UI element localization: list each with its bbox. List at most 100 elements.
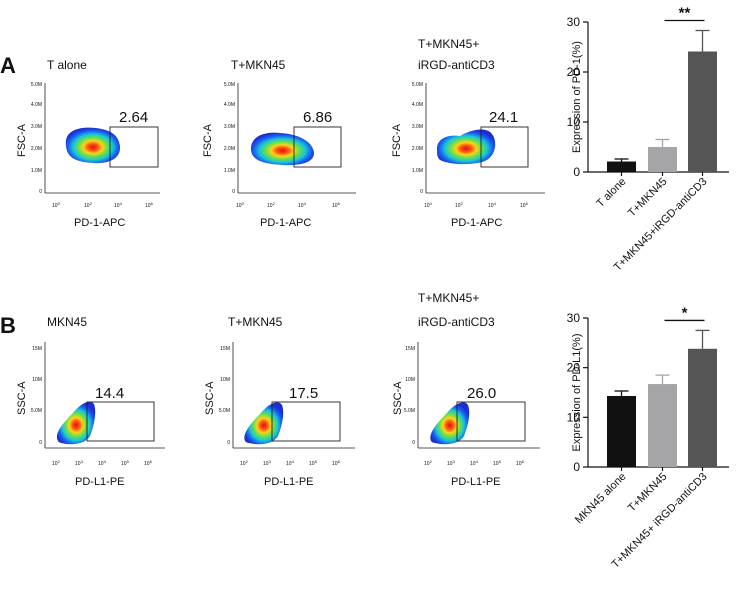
gate-value: 26.0 (467, 385, 496, 402)
flow-plot-b2: T+MKN45 15M 10M 5.0M 0 102 103 104 105 1… (204, 315, 355, 488)
gate-value: 14.4 (95, 385, 124, 402)
panel-letter-a: A (0, 53, 16, 78)
y-tick-label: 15M (220, 346, 230, 352)
x-tick-label: 103 (447, 459, 456, 467)
x-axis-label: PD-L1-PE (264, 476, 314, 488)
y-tick-label: 5.0M (219, 408, 230, 414)
y-tick-label: 10M (405, 377, 415, 383)
gate-box (271, 401, 341, 442)
density-blob (250, 132, 315, 166)
flow-plot-title: iRGD-antiCD3 (418, 58, 495, 72)
gate-box (86, 401, 155, 442)
x-tick-label: 105 (309, 459, 318, 467)
y-tick-label: 4.0M (412, 102, 423, 108)
x-tick-label: 106 (332, 201, 341, 209)
flow-plot-title: T+MKN45 (228, 315, 283, 329)
y-tick-label: 10M (220, 377, 230, 383)
y-tick-label: 1.0M (224, 168, 235, 174)
x-tick-label: 102 (267, 201, 276, 209)
y-tick-label: 4.0M (224, 102, 235, 108)
y-tick-label: 1.0M (412, 168, 423, 174)
x-axis-label: PD-1-APC (74, 217, 125, 229)
y-tick-label: 0 (39, 189, 42, 195)
gate-value: 6.86 (303, 109, 332, 126)
y-tick-label: 3.0M (224, 124, 235, 130)
x-tick-label: 105 (121, 459, 130, 467)
y-tick-label: 0 (227, 440, 230, 446)
y-tick-label: 20 (567, 361, 581, 375)
y-tick-label: 3.0M (412, 124, 423, 130)
y-tick-label: 1.0M (31, 168, 42, 174)
y-axis-label: SSC-A (16, 381, 28, 415)
gate-value: 24.1 (489, 109, 518, 126)
y-tick-label: 2.0M (412, 146, 423, 152)
y-tick-label: 0 (573, 460, 580, 474)
bar (688, 51, 717, 172)
y-tick-label: 10 (567, 410, 581, 424)
category-label: T alone (594, 176, 628, 210)
y-tick-label: 2.0M (31, 146, 42, 152)
x-tick-label: 106 (520, 201, 529, 209)
y-tick-label: 5.0M (404, 408, 415, 414)
x-tick-label: 104 (488, 201, 497, 209)
x-tick-label: 103 (263, 459, 272, 467)
flow-plot-a1: T alone 5.0M 4.0M 3.0M 2.0M 1.0M 0 100 1… (16, 58, 160, 229)
x-tick-label: 102 (240, 459, 249, 467)
bar (607, 161, 636, 172)
density-blob (430, 402, 470, 445)
y-tick-label: 0 (232, 189, 235, 195)
density-blob (65, 127, 121, 164)
x-tick-label: 100 (424, 201, 433, 209)
y-tick-label: 5.0M (224, 82, 235, 88)
y-tick-label: 5.0M (31, 82, 42, 88)
x-tick-label: 102 (424, 459, 433, 467)
y-tick-label: 30 (567, 311, 581, 325)
y-tick-label: 15M (405, 346, 415, 352)
flow-plot-title: iRGD-antiCD3 (418, 315, 495, 329)
x-tick-label: 104 (98, 459, 107, 467)
x-tick-label: 104 (470, 459, 479, 467)
y-tick-label: 10 (567, 115, 581, 129)
x-tick-label: 104 (286, 459, 295, 467)
x-tick-label: 104 (114, 201, 123, 209)
flow-plot-title: T alone (47, 58, 87, 72)
category-label: MKN45 alone (573, 471, 629, 527)
y-tick-label: 30 (567, 15, 581, 29)
gate-box (456, 401, 526, 442)
y-axis-label: SSC-A (392, 381, 404, 415)
y-tick-label: 2.0M (224, 146, 235, 152)
x-tick-label: 106 (145, 201, 154, 209)
x-axis-label: PD-1-APC (451, 217, 502, 229)
bar (648, 147, 677, 172)
y-axis-label: FSC-A (391, 123, 403, 157)
flow-plot-title: MKN45 (47, 315, 87, 329)
bar (607, 395, 636, 467)
y-tick-label: 3.0M (31, 124, 42, 130)
y-axis-label: Expression of PD-1(%) (571, 41, 583, 153)
density-blob (244, 402, 284, 445)
y-tick-label: 5.0M (412, 82, 423, 88)
y-axis-label: FSC-A (202, 123, 214, 157)
significance-label: * (682, 304, 688, 321)
significance-label: ** (679, 5, 691, 22)
x-tick-label: 104 (298, 201, 307, 209)
flow-plot-title: T+MKN45+ (418, 291, 479, 305)
x-tick-label: 102 (455, 201, 464, 209)
bar (648, 384, 677, 467)
gate-value: 2.64 (119, 109, 148, 126)
x-tick-label: 105 (493, 459, 502, 467)
y-axis-label: Expression of PD-L1(%) (571, 334, 583, 452)
bar-chart-b: 0 10 20 30 Expression of PD-L1(%) MKN45 alone… (567, 304, 729, 571)
y-tick-label: 0 (39, 440, 42, 446)
density-blob (436, 129, 496, 165)
x-tick-label: 106 (516, 459, 525, 467)
x-tick-label: 103 (75, 459, 84, 467)
flow-plot-a3: T+MKN45+ iRGD-antiCD3 5.0M 4.0M 3.0M 2.0… (391, 37, 545, 229)
x-tick-label: 100 (236, 201, 245, 209)
y-tick-label: 15M (32, 346, 42, 352)
gate-box (293, 126, 342, 168)
flow-plot-a2: T+MKN45 5.0M 4.0M 3.0M 2.0M 1.0M 0 100 1… (202, 58, 356, 229)
x-tick-label: 102 (52, 459, 61, 467)
x-axis-label: PD-L1-PE (451, 476, 501, 488)
